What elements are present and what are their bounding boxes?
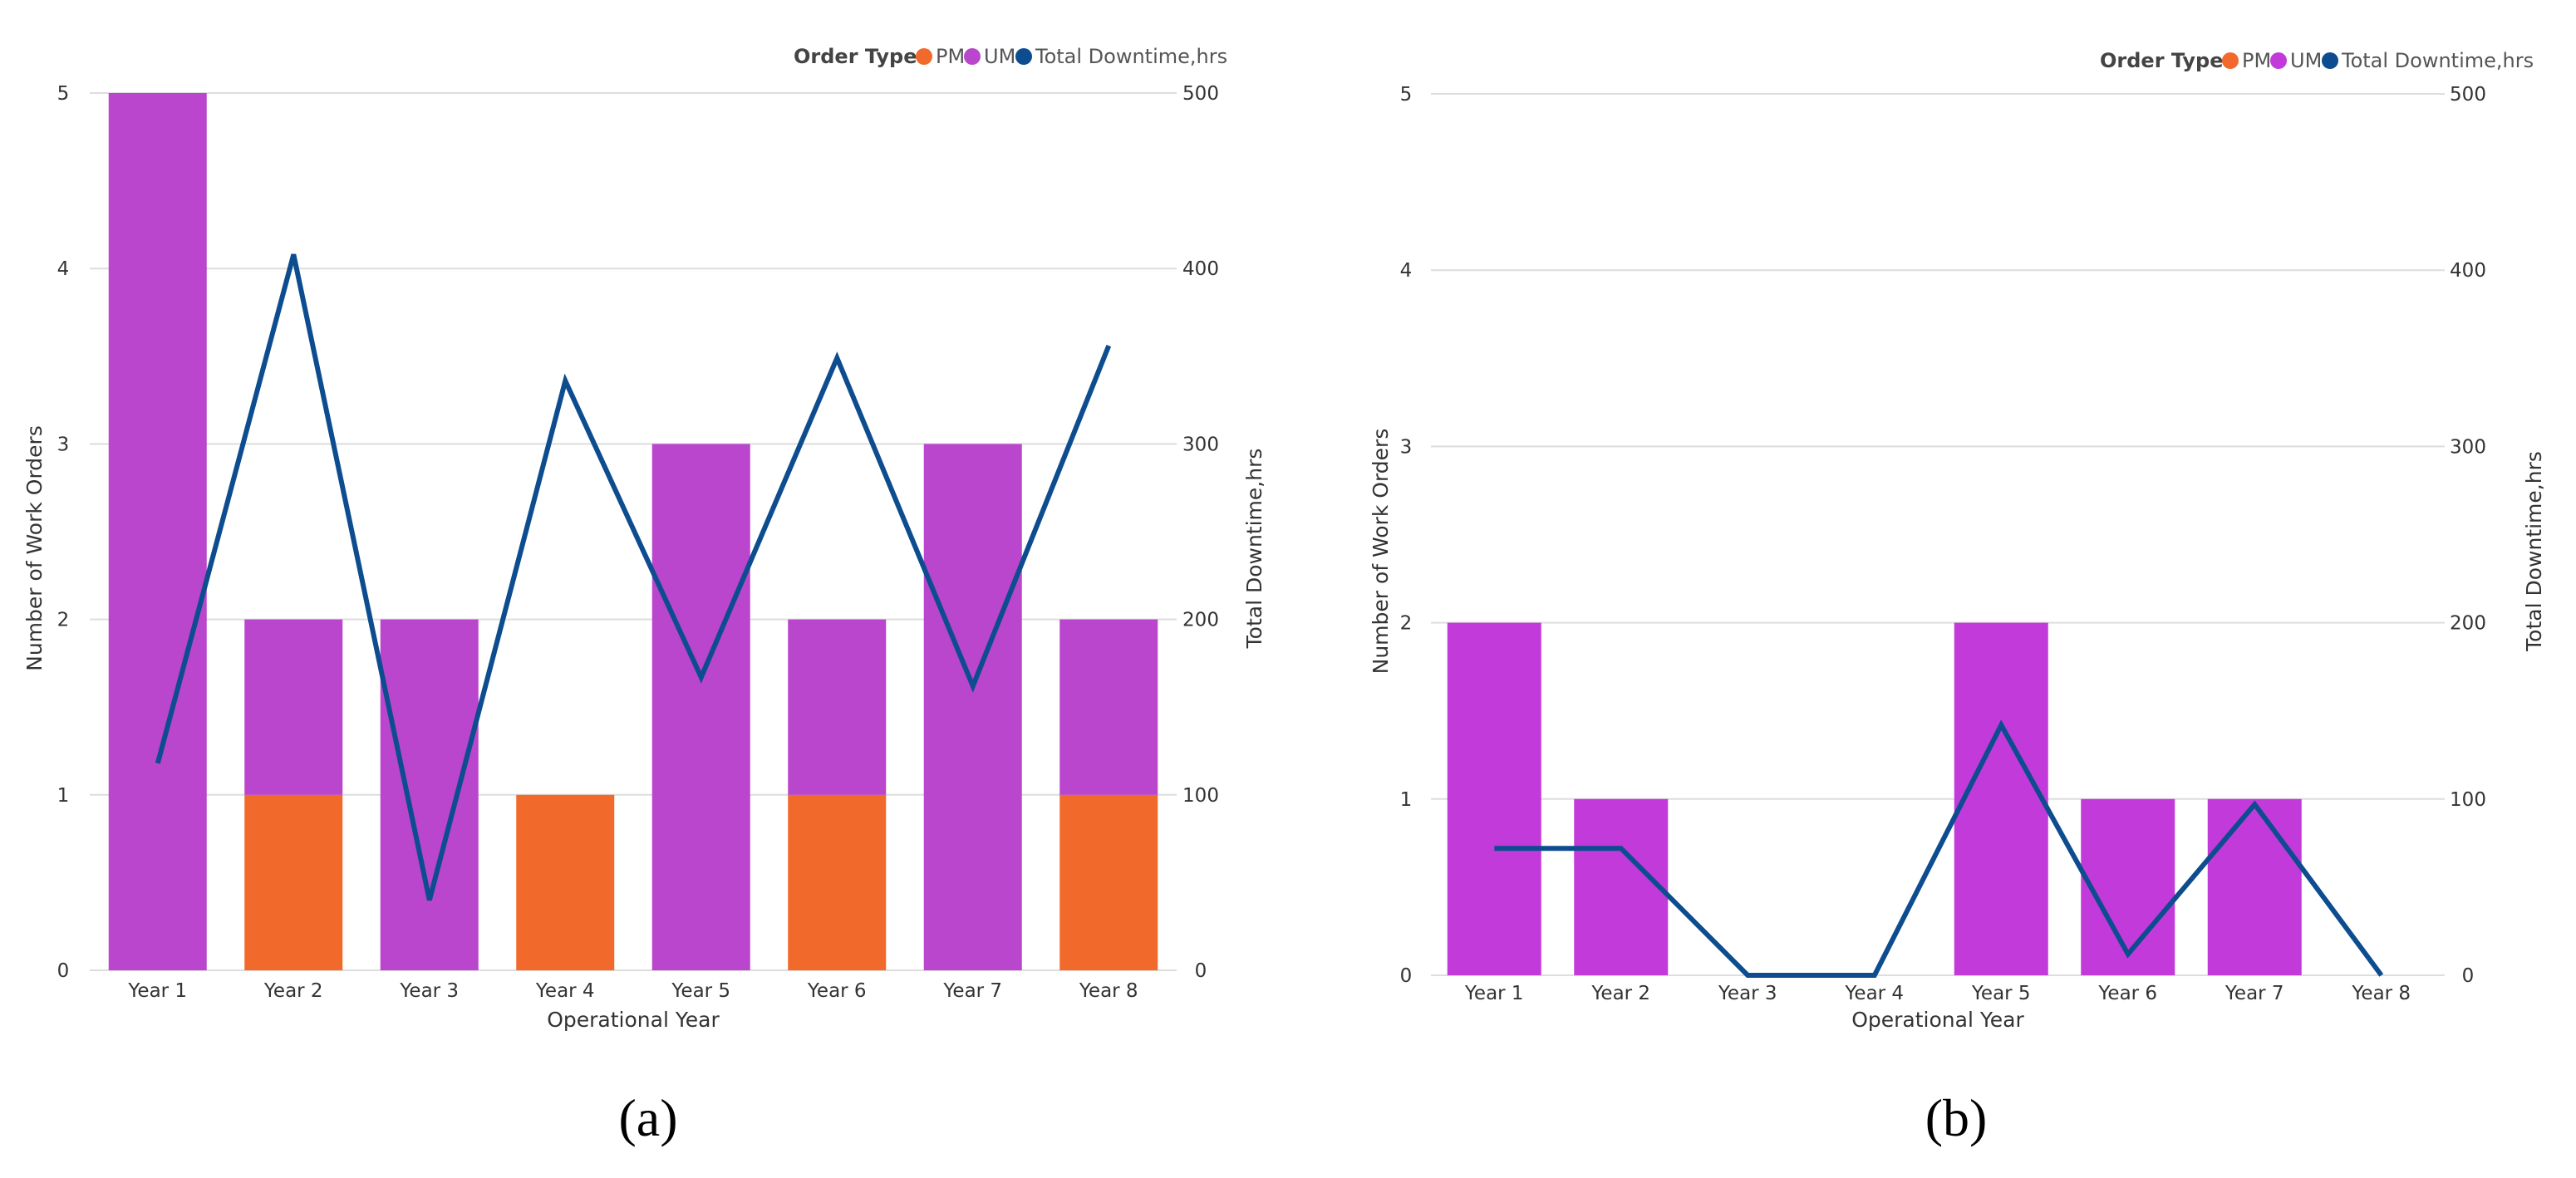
y-tick-label-right: 400 <box>2450 260 2486 282</box>
legend-label: UM <box>984 45 1015 68</box>
bar-um <box>244 619 343 795</box>
bar-pm <box>516 794 615 970</box>
legend-marker <box>2222 52 2239 69</box>
y-axis-title-left: Number of Work Orders <box>1369 429 1393 675</box>
chart-panel-b: 0 1 2 3 4 5 0 100 200 300 400 500 Year 1 Year 2 Year 3… <box>1369 49 2546 1147</box>
y-tick-label-left: 2 <box>1400 613 1413 635</box>
legend-marker <box>1015 48 1032 65</box>
y-axis-title-left: Number of Work Orders <box>22 425 47 671</box>
bar-um <box>788 619 887 795</box>
bar-um <box>1954 622 2048 975</box>
bar-um <box>108 93 207 970</box>
x-tick-label: Year 6 <box>807 980 867 1002</box>
bar-um <box>1447 622 1541 975</box>
y-tick-label-left: 3 <box>1400 436 1413 458</box>
bar-um <box>651 444 750 970</box>
x-tick-label: Year 8 <box>2351 983 2411 1004</box>
downtime-line <box>1494 719 2384 978</box>
y-tick-label-right: 300 <box>1182 434 1219 455</box>
x-axis-title: Operational Year <box>1851 1008 2024 1032</box>
bar-um <box>380 619 479 970</box>
bar-um <box>1574 798 1669 975</box>
y-tick-label-left: 0 <box>1400 965 1413 987</box>
y-tick-label-right: 200 <box>1182 610 1219 631</box>
x-tick-label: Year 5 <box>1971 983 2031 1004</box>
x-tick-label: Year 1 <box>127 980 187 1002</box>
y-tick-label-right: 500 <box>2450 84 2486 106</box>
x-tick-label: Year 7 <box>2225 983 2284 1004</box>
y-tick-label-left: 4 <box>1400 260 1413 282</box>
y-tick-label-right: 100 <box>1182 785 1219 807</box>
legend-title: Order Type <box>2100 49 2224 72</box>
y-tick-label-right: 100 <box>2450 789 2486 811</box>
panel-label: (a) <box>618 1088 677 1147</box>
y-tick-label-left: 2 <box>57 610 70 631</box>
legend-title: Order Type <box>794 45 917 68</box>
legend-label: UM <box>2290 49 2322 72</box>
legend: Order Type PM UM Total Downtime,hrs <box>794 45 1227 68</box>
downtime-line <box>155 253 1112 901</box>
x-tick-label: Year 3 <box>399 980 459 1002</box>
x-tick-label: Year 6 <box>2097 983 2157 1004</box>
bar-pm <box>788 794 887 970</box>
bar-um <box>923 444 1022 970</box>
y-axis-title-right: Total Downtime,hrs <box>2522 451 2546 652</box>
x-tick-label: Year 4 <box>535 980 595 1002</box>
x-tick-label: Year 2 <box>1590 983 1650 1004</box>
y-tick-label-right: 300 <box>2450 436 2486 458</box>
legend-label: PM <box>2242 49 2271 72</box>
legend-marker <box>2270 52 2287 69</box>
x-tick-label: Year 5 <box>671 980 730 1002</box>
legend: Order Type PM UM Total Downtime,hrs <box>2100 49 2534 72</box>
y-tick-label-right: 500 <box>1182 83 1219 105</box>
y-tick-label-left: 4 <box>57 258 70 280</box>
y-tick-label-right: 200 <box>2450 613 2486 635</box>
legend-marker <box>2322 52 2338 69</box>
legend-label: PM <box>936 45 965 68</box>
legend-marker <box>916 48 932 65</box>
y-tick-label-left: 5 <box>1400 84 1413 106</box>
bar-pm <box>1059 794 1158 970</box>
y-tick-label-left: 5 <box>57 83 70 105</box>
y-tick-label-right: 0 <box>2462 965 2475 987</box>
y-tick-label-right: 400 <box>1182 258 1219 280</box>
y-tick-label-left: 1 <box>1400 789 1413 811</box>
chart-panel-a: 0 1 2 3 4 5 0 100 200 300 400 500 Year 1 Year 2 Year 3… <box>22 45 1266 1147</box>
x-tick-label: Year 8 <box>1079 980 1138 1002</box>
panel-label: (b) <box>1925 1088 1988 1147</box>
x-axis-title: Operational Year <box>547 1008 720 1032</box>
bar-um <box>2081 798 2175 975</box>
y-tick-label-left: 0 <box>57 960 70 982</box>
x-tick-label: Year 1 <box>1464 983 1524 1004</box>
x-tick-label: Year 3 <box>1718 983 1777 1004</box>
bar-um <box>2207 798 2302 975</box>
bar-pm <box>244 794 343 970</box>
x-tick-label: Year 4 <box>1844 983 1904 1004</box>
y-tick-label-left: 1 <box>57 785 70 807</box>
legend-marker <box>964 48 981 65</box>
x-tick-label: Year 2 <box>263 980 323 1002</box>
y-tick-label-right: 0 <box>1195 960 1207 982</box>
x-tick-label: Year 7 <box>942 980 1002 1002</box>
legend-label: Total Downtime,hrs <box>1035 45 1227 68</box>
bar-um <box>1059 619 1158 795</box>
y-tick-label-left: 3 <box>57 434 70 455</box>
legend-label: Total Downtime,hrs <box>2341 49 2534 72</box>
y-axis-title-right: Total Downtime,hrs <box>1242 449 1266 650</box>
